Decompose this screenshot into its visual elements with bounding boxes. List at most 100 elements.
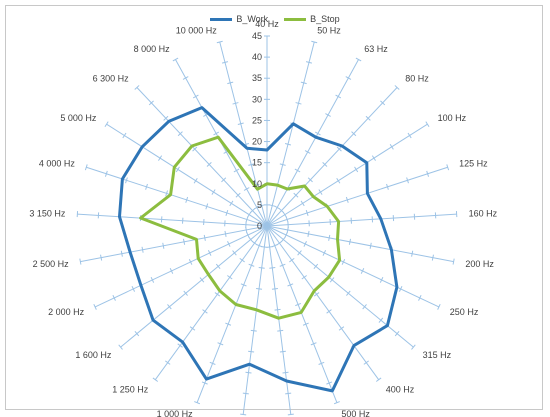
axis-tick (314, 131, 321, 136)
axis-tick (239, 257, 245, 263)
category-label: 2 500 Hz (33, 259, 70, 269)
axis-tick (303, 241, 307, 247)
axis-tick (167, 304, 172, 310)
axis-tick (256, 287, 263, 290)
radial-tick-label: 25 (252, 115, 262, 125)
axis-tick (240, 413, 247, 416)
axis-tick (394, 85, 400, 90)
axis-spoke (266, 59, 359, 227)
axis-tick (446, 164, 450, 171)
axis-tick (189, 326, 196, 331)
axis-tick (250, 208, 256, 214)
radial-tick-label: 30 (252, 94, 262, 104)
axis-tick (277, 329, 284, 332)
axis-tick (293, 192, 299, 198)
category-label: 400 Hz (386, 384, 415, 394)
axis-tick (199, 277, 205, 283)
axis-tick (271, 244, 278, 248)
axis-tick (307, 177, 313, 183)
axis-tick (152, 377, 159, 382)
axis-tick (286, 226, 289, 233)
axis-tick (182, 238, 186, 245)
axis-tick (365, 115, 371, 121)
category-label: 1 000 Hz (157, 409, 194, 417)
axis-tick (215, 263, 221, 270)
axis-tick (274, 205, 281, 210)
axis-tick (84, 164, 88, 171)
axis-tick (261, 246, 268, 248)
radial-tick-label: 40 (252, 52, 262, 62)
axis-tick (279, 350, 286, 353)
axis-tick (346, 290, 351, 296)
axis-tick (380, 100, 386, 106)
axis-tick (318, 189, 323, 195)
category-label: 4 000 Hz (39, 159, 76, 169)
axis-tick (122, 132, 127, 139)
axis-tick (341, 259, 346, 265)
category-label: 40 Hz (255, 19, 279, 29)
axis-tick (209, 361, 216, 365)
axis-tick (227, 275, 233, 280)
axis-tick (229, 200, 234, 207)
axis-tick (175, 166, 180, 173)
radial-tick-label: 20 (252, 137, 262, 147)
axis-tick (345, 76, 352, 80)
axis-tick (289, 257, 295, 263)
axis-tick (227, 81, 234, 85)
axis-spoke (266, 166, 448, 227)
axis-tick (426, 170, 430, 177)
axis-tick (118, 344, 123, 350)
category-label: 50 Hz (317, 25, 341, 35)
axis-tick (276, 240, 283, 246)
axis-tick (150, 277, 155, 283)
axis-tick (284, 232, 288, 238)
axis-tick (295, 302, 302, 307)
axis-tick (243, 187, 250, 191)
radial-tick-label: 15 (252, 158, 262, 168)
axis-tick (274, 308, 281, 311)
category-label: 8 000 Hz (134, 44, 171, 54)
axis-tick (207, 250, 212, 256)
axis-tick (148, 100, 154, 106)
radial-tick-label: 35 (252, 73, 262, 83)
category-label: 100 Hz (438, 113, 467, 123)
radial-tick-label: 0 (257, 221, 262, 231)
axis-spoke (266, 213, 457, 227)
axis-tick (406, 177, 409, 184)
axis-tick (217, 342, 224, 346)
axis-tick (279, 263, 286, 267)
axis-spoke (80, 225, 268, 263)
axis-tick (271, 287, 278, 290)
axis-tick (269, 204, 276, 207)
axis-tick (145, 183, 148, 190)
radial-tick-label: 5 (257, 200, 262, 210)
axis-tick (351, 131, 357, 137)
legend-swatch-b-stop (284, 17, 307, 21)
axis-tick (183, 290, 188, 296)
category-label: 80 Hz (405, 74, 429, 84)
category-label: 1 600 Hz (75, 350, 112, 360)
axis-tick (300, 200, 305, 207)
axis-tick (285, 392, 292, 395)
axis-tick (322, 250, 327, 256)
axis-tick (307, 230, 310, 237)
axis-spoke (154, 225, 268, 381)
axis-tick (158, 155, 163, 161)
axis-tick (104, 121, 109, 127)
axis-tick (284, 142, 292, 146)
axis-spoke (136, 87, 268, 227)
axis-spoke (266, 225, 454, 263)
category-label: 10 000 Hz (176, 25, 218, 35)
axis-tick (285, 216, 289, 223)
axis-tick (302, 322, 309, 326)
category-label: 2 000 Hz (48, 307, 85, 317)
axis-tick (282, 371, 289, 374)
axis-tick (240, 283, 247, 287)
axis-tick (360, 268, 365, 274)
axis-tick (266, 246, 273, 248)
axis-tick (256, 244, 263, 248)
axis-tick (250, 329, 257, 332)
axis-tick (165, 190, 169, 197)
axis-tick (225, 209, 229, 216)
